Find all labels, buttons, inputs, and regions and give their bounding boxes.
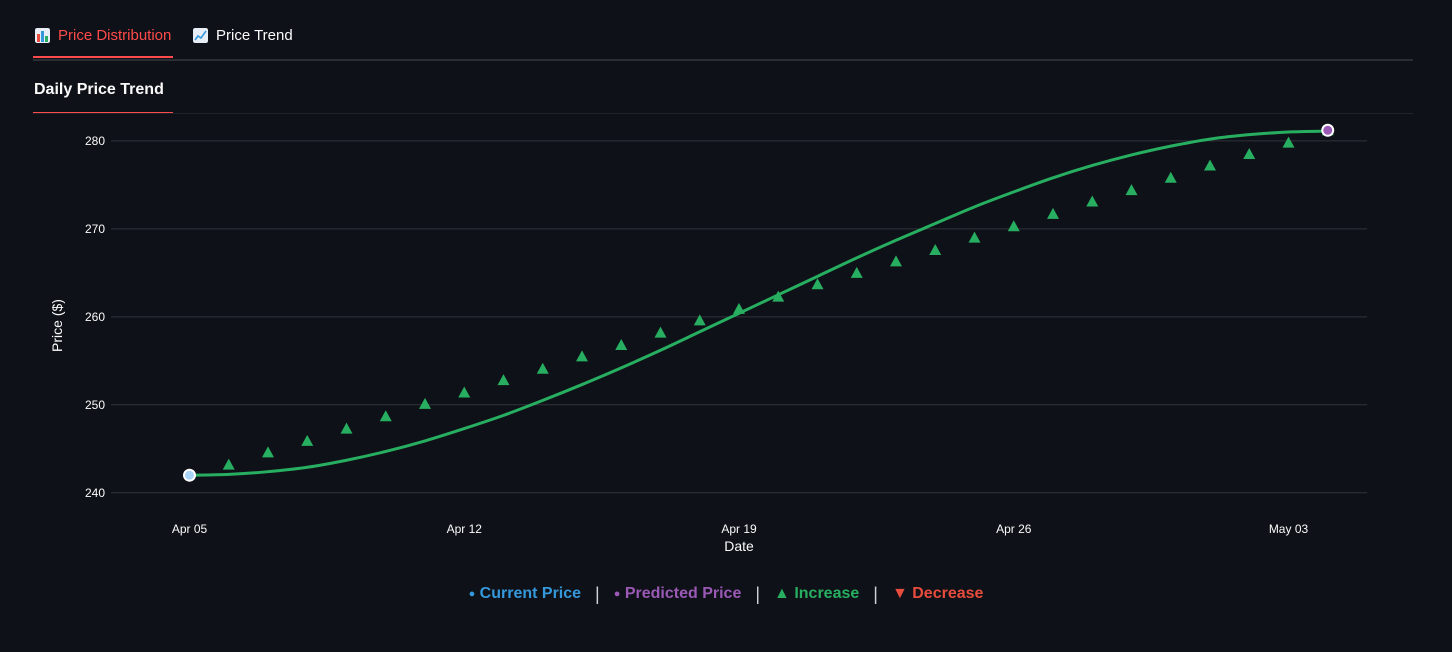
legend-separator: | [873, 584, 878, 604]
tab-price-distribution[interactable]: Price Distribution [35, 24, 171, 46]
legend-decrease-label: Decrease [912, 585, 984, 603]
x-axis-label: Date [724, 538, 754, 554]
increase-marker [968, 231, 981, 243]
y-tick-label: 260 [85, 310, 105, 324]
increase-marker [693, 314, 706, 326]
legend-predicted-icon: ● [613, 588, 621, 601]
subheader: Daily Price Trend [33, 59, 1413, 114]
increase-marker [536, 362, 549, 374]
chart-legend: ● Current Price | ● Predicted Price | ▲ … [0, 584, 1452, 605]
legend-current-price[interactable]: ● Current Price [469, 585, 581, 603]
legend-current-icon: ● [468, 588, 476, 601]
increase-marker [1282, 136, 1295, 148]
increase-marker [929, 243, 942, 255]
bar-chart-icon [35, 27, 50, 43]
x-tick-label: Apr 12 [447, 522, 483, 536]
legend-decrease-icon: ▼ [891, 585, 908, 603]
increase-marker [576, 350, 588, 362]
legend-predicted-price[interactable]: ● Predicted Price [614, 585, 742, 603]
legend-increase-icon: ▲ [774, 585, 790, 603]
increase-marker [890, 255, 902, 267]
y-tick-label: 280 [85, 134, 105, 148]
subheader-underline [33, 112, 173, 113]
increase-marker [615, 338, 628, 350]
x-tick-label: Apr 05 [172, 522, 208, 536]
increase-marker [1204, 159, 1216, 171]
increase-marker [1125, 184, 1138, 196]
tab-label: Price Distribution [58, 26, 172, 44]
increase-marker [497, 374, 510, 386]
increase-marker [1164, 171, 1177, 183]
increase-marker [1047, 207, 1059, 219]
increase-marker [811, 278, 824, 290]
x-tick-label: Apr 19 [721, 522, 757, 536]
increase-marker [772, 290, 785, 302]
price-trend-chart: 240 250 260 270 280 Apr 05 Apr 12 Apr 19 Apr 26 M… [49, 123, 1367, 554]
trend-line [189, 129, 1328, 477]
tab-label: Price Trend [216, 26, 293, 44]
line-chart-icon [193, 27, 208, 43]
x-tick-label: Apr 26 [996, 522, 1032, 536]
current-price-point [183, 468, 196, 482]
increase-marker [1007, 220, 1020, 232]
increase-marker [222, 458, 235, 470]
legend-increase[interactable]: ▲ Increase [774, 585, 859, 603]
tab-price-trend[interactable]: Price Trend [193, 24, 293, 46]
x-tick-label: May 03 [1269, 522, 1309, 536]
y-axis-label: Price ($) [49, 299, 65, 352]
increase-marker [458, 386, 471, 398]
predicted-price-point [1321, 123, 1335, 137]
increase-marker [850, 266, 863, 278]
y-tick-label: 270 [85, 222, 105, 236]
y-tick-label: 250 [85, 398, 105, 412]
legend-predicted-label: Predicted Price [624, 585, 742, 603]
legend-separator: | [595, 584, 600, 604]
increase-marker [301, 434, 314, 446]
increase-marker [419, 397, 431, 409]
increase-marker [1243, 148, 1256, 160]
legend-increase-label: Increase [794, 585, 860, 603]
increase-marker [262, 446, 274, 458]
legend-current-label: Current Price [479, 585, 582, 603]
tab-bar: Price Distribution Price Trend [33, 0, 1413, 61]
increase-marker [654, 326, 667, 338]
active-tab-indicator [33, 56, 173, 58]
increase-marker [340, 422, 353, 434]
increase-marker [1086, 195, 1099, 207]
y-tick-label: 240 [85, 486, 105, 500]
legend-separator: | [755, 584, 761, 604]
legend-decrease[interactable]: ▼ Decrease [892, 585, 983, 603]
page-title: Daily Price Trend [34, 81, 164, 98]
increase-marker [379, 410, 392, 422]
increase-marker [733, 302, 745, 314]
